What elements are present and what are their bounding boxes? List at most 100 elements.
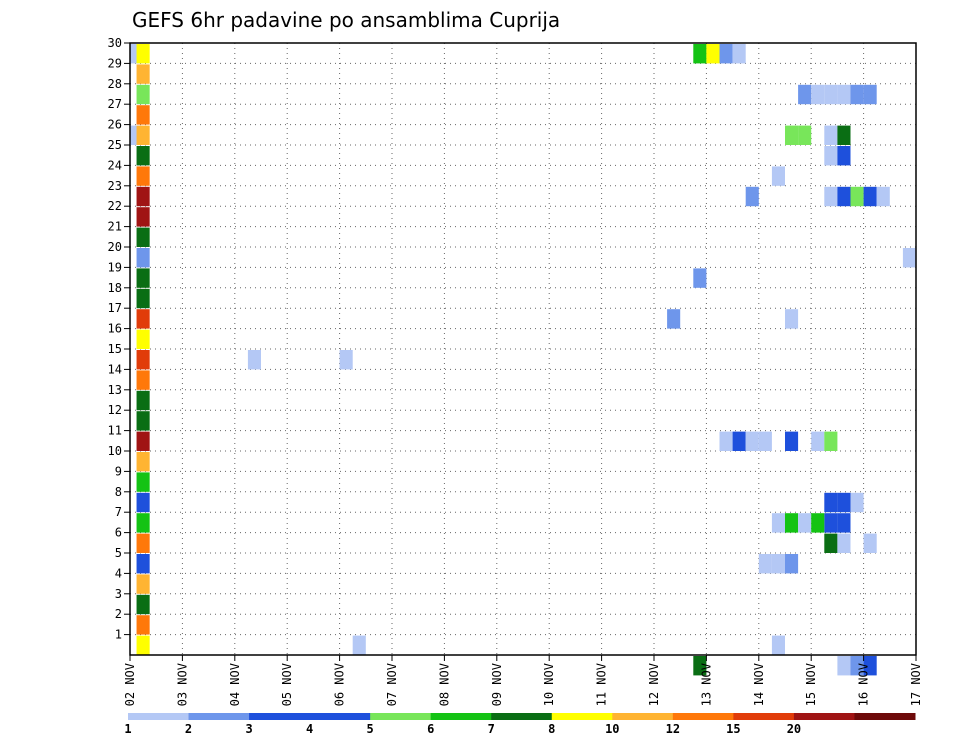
- data-cells: [130, 44, 916, 676]
- data-cell: [771, 513, 785, 533]
- data-cell: [798, 84, 812, 105]
- colorbar-label: 1: [124, 722, 131, 736]
- data-cell: [745, 431, 759, 451]
- strip-cell: [136, 635, 150, 655]
- strip-cell: [136, 248, 150, 268]
- y-tick-label: 22: [108, 199, 122, 213]
- data-cell: [824, 492, 838, 513]
- data-cell: [850, 656, 864, 676]
- data-cell: [732, 44, 746, 64]
- strip-cell: [136, 186, 150, 207]
- data-cell: [824, 146, 838, 166]
- y-tick-label: 19: [108, 260, 122, 274]
- y-tick-label: 3: [115, 587, 122, 601]
- strip-cell: [136, 146, 150, 166]
- strip-cell: [136, 309, 150, 329]
- colorbar-label: 10: [605, 722, 619, 736]
- strip-cell: [136, 268, 150, 288]
- colorbar-label: 6: [427, 722, 434, 736]
- y-tick-label: 13: [108, 383, 122, 397]
- data-cell: [863, 186, 877, 207]
- data-cell: [798, 125, 812, 145]
- x-tick-label: 13 NOV: [699, 663, 713, 706]
- colorbar-segment: [551, 713, 613, 720]
- y-tick-label: 12: [108, 403, 122, 417]
- y-tick-label: 5: [115, 546, 122, 560]
- data-cell: [824, 533, 838, 553]
- strip-cell: [136, 594, 150, 615]
- data-cell: [863, 84, 877, 105]
- strip-cell: [136, 105, 150, 125]
- y-tick-label: 4: [115, 566, 122, 580]
- data-cell: [837, 656, 851, 676]
- y-tick-label: 27: [108, 97, 122, 111]
- data-cell: [758, 431, 772, 451]
- y-tick-label: 14: [108, 362, 122, 376]
- data-cell: [247, 350, 261, 370]
- data-cell: [863, 656, 877, 676]
- data-cell: [732, 431, 746, 451]
- data-cell: [837, 513, 851, 533]
- x-tick-label: 02 NOV: [123, 663, 137, 706]
- data-cell: [771, 635, 785, 655]
- y-tick-label: 10: [108, 444, 122, 458]
- y-tick-label: 1: [115, 628, 122, 642]
- colorbar: 1 2 3 4 5 6 7 8 10 12 15 20: [124, 713, 916, 736]
- x-tick-label: 09 NOV: [490, 663, 504, 706]
- data-cell: [824, 186, 838, 207]
- data-cell: [824, 84, 838, 105]
- data-cell: [850, 492, 864, 513]
- strip-cell: [136, 207, 150, 227]
- data-cell: [352, 635, 366, 655]
- colorbar-segment: [370, 713, 432, 720]
- x-tick-label: 03 NOV: [175, 663, 189, 706]
- x-tick-label: 10 NOV: [542, 663, 556, 706]
- x-tick-label: 14 NOV: [752, 663, 766, 706]
- data-cell: [837, 186, 851, 207]
- x-tick-label: 08 NOV: [437, 663, 451, 706]
- colorbar-segment: [672, 713, 734, 720]
- x-tick-label: 15 NOV: [804, 663, 818, 706]
- y-tick-label: 29: [108, 56, 122, 70]
- chart-title: GEFS 6hr padavine po ansamblima Cuprija: [132, 8, 560, 32]
- colorbar-segment: [128, 713, 190, 720]
- data-cell: [785, 431, 799, 451]
- data-cell: [837, 492, 851, 513]
- data-cell: [811, 513, 825, 533]
- y-tick-label: 11: [108, 424, 122, 438]
- colorbar-label: 15: [726, 722, 740, 736]
- x-axis: 02 NOV 03 NOV 04 NOV 05 NOV 06 NOV 07 NOV 08 N…: [123, 655, 923, 706]
- x-tick-label: 07 NOV: [385, 663, 399, 706]
- data-cell: [837, 125, 851, 145]
- strip-cell: [136, 574, 150, 594]
- y-axis: 1234567891011121314151617181920212223242…: [108, 36, 130, 642]
- x-tick-label: 12 NOV: [647, 663, 661, 706]
- colorbar-segment: [188, 713, 250, 720]
- strip-cell: [136, 125, 150, 145]
- data-cell: [771, 166, 785, 186]
- strip-cell: [136, 166, 150, 186]
- data-cell: [811, 84, 825, 105]
- y-tick-label: 26: [108, 118, 122, 132]
- x-tick-label: 11 NOV: [595, 663, 609, 706]
- y-tick-label: 30: [108, 36, 122, 50]
- data-cell: [693, 268, 707, 288]
- strip-cell: [136, 472, 150, 492]
- colorbar-segment: [309, 713, 371, 720]
- x-tick-label: 17 NOV: [909, 663, 923, 706]
- data-cell: [863, 533, 877, 553]
- data-cell: [850, 84, 864, 105]
- data-cell: [837, 533, 851, 553]
- data-cell: [785, 554, 799, 574]
- strip-cell: [136, 44, 150, 64]
- y-tick-label: 20: [108, 240, 122, 254]
- x-tick-label: 06 NOV: [333, 663, 347, 706]
- colorbar-label: 3: [245, 722, 252, 736]
- colorbar-segment: [854, 713, 916, 720]
- colorbar-label: 5: [367, 722, 374, 736]
- strip-cell: [136, 492, 150, 513]
- ensemble-strip: [136, 44, 150, 655]
- y-tick-label: 16: [108, 322, 122, 336]
- data-cell: [837, 146, 851, 166]
